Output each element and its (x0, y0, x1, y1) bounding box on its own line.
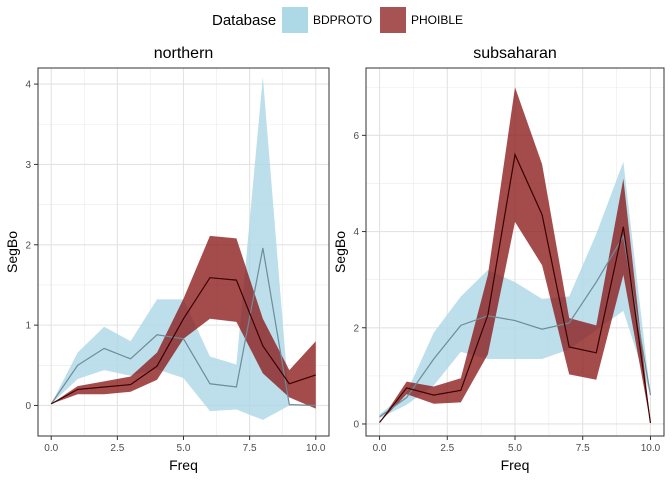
y-axis-label: SegBo (332, 231, 348, 273)
line-bdproto (50, 247, 316, 407)
x-tick-label: 5.0 (177, 443, 191, 454)
y-tick-label: 0 (25, 401, 31, 412)
x-axis-label: Freq (169, 457, 198, 473)
x-tick-label: 2.5 (440, 443, 454, 454)
y-tick-label: 2 (353, 323, 359, 334)
x-tick-label: 10.0 (306, 443, 326, 454)
ribbon-phoible (51, 235, 316, 409)
legend: Database BDPROTO PHOIBLE (212, 7, 463, 33)
plot-area (50, 76, 316, 420)
plot-area (379, 87, 652, 424)
x-tick-label: 0.0 (373, 443, 387, 454)
y-tick-label: 4 (353, 227, 359, 238)
line-phoible (379, 152, 652, 424)
x-tick-label: 5.0 (508, 443, 522, 454)
y-tick-label: 4 (25, 80, 31, 91)
legend-label-bdproto: BDPROTO (313, 13, 372, 27)
y-tick-label: 1 (25, 321, 31, 332)
x-axis-label: Freq (501, 457, 530, 473)
legend-key-phoible (380, 7, 406, 33)
x-tick-label: 7.5 (243, 443, 257, 454)
gridlines (366, 68, 664, 436)
line-bdproto (379, 234, 652, 418)
y-tick-label: 0 (353, 419, 359, 430)
y-axis-label: SegBo (4, 231, 20, 273)
legend-title: Database (212, 12, 276, 29)
y-tick-label: 6 (353, 131, 359, 142)
x-tick-label: 2.5 (110, 443, 124, 454)
y-tick-label: 2 (25, 240, 31, 251)
legend-label-phoible: PHOIBLE (411, 13, 463, 27)
ribbon-phoible (379, 87, 651, 424)
y-tick-label: 3 (25, 160, 31, 171)
panel-title: northern (154, 45, 214, 62)
x-tick-label: 0.0 (44, 443, 58, 454)
panel-subsaharan: subsaharan 0.0 2.5 5.0 7.5 10.0 0 2 4 6 Freq SegBo (332, 45, 665, 473)
panel-northern: northern 0.0 2.5 5.0 7.5 10.0 0 1 2 3 4 Freq SegBo (4, 45, 330, 473)
x-tick-label: 10.0 (641, 443, 661, 454)
line-phoible (50, 277, 316, 405)
x-tick-label: 7.5 (576, 443, 590, 454)
panel-title: subsaharan (473, 45, 557, 62)
legend-key-bdproto (282, 7, 308, 33)
ribbon-bdproto (379, 161, 651, 419)
